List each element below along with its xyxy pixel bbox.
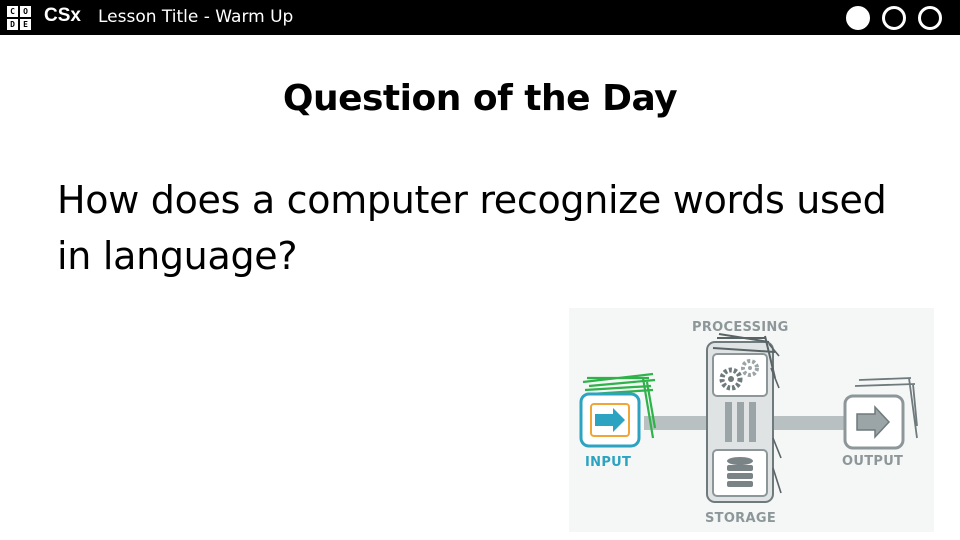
logo-letter: D (7, 19, 18, 30)
logo-letter: C (7, 6, 18, 17)
logo-letter: O (20, 6, 31, 17)
output-label: OUTPUT (842, 454, 904, 469)
progress-dot-3[interactable] (918, 6, 942, 30)
logo-letter: E (20, 19, 31, 30)
question-text: How does a computer recognize words used… (57, 178, 887, 278)
database-icon (712, 449, 768, 497)
processing-label: PROCESSING (692, 320, 789, 335)
code-logo: C O D E (7, 6, 31, 30)
progress-dot-1[interactable] (846, 6, 870, 30)
progress-dots (846, 6, 942, 30)
gears-icon (712, 353, 768, 397)
input-label: INPUT (585, 455, 632, 470)
storage-label: STORAGE (705, 511, 777, 526)
ipo-diagram-graphic (579, 333, 918, 503)
connector-right (769, 416, 849, 430)
output-box (843, 377, 918, 450)
lesson-title: Lesson Title - Warm Up (98, 7, 294, 27)
progress-dot-2[interactable] (882, 6, 906, 30)
input-box (579, 372, 657, 448)
ipo-diagram: PROCESSING INPUT OUTPUT STORAGE (569, 308, 934, 532)
top-bar: C O D E CSx Lesson Title - Warm Up (0, 0, 960, 35)
connector-left (644, 416, 714, 430)
slide-heading: Question of the Day (282, 78, 678, 119)
brand-name: CSx (44, 5, 81, 26)
